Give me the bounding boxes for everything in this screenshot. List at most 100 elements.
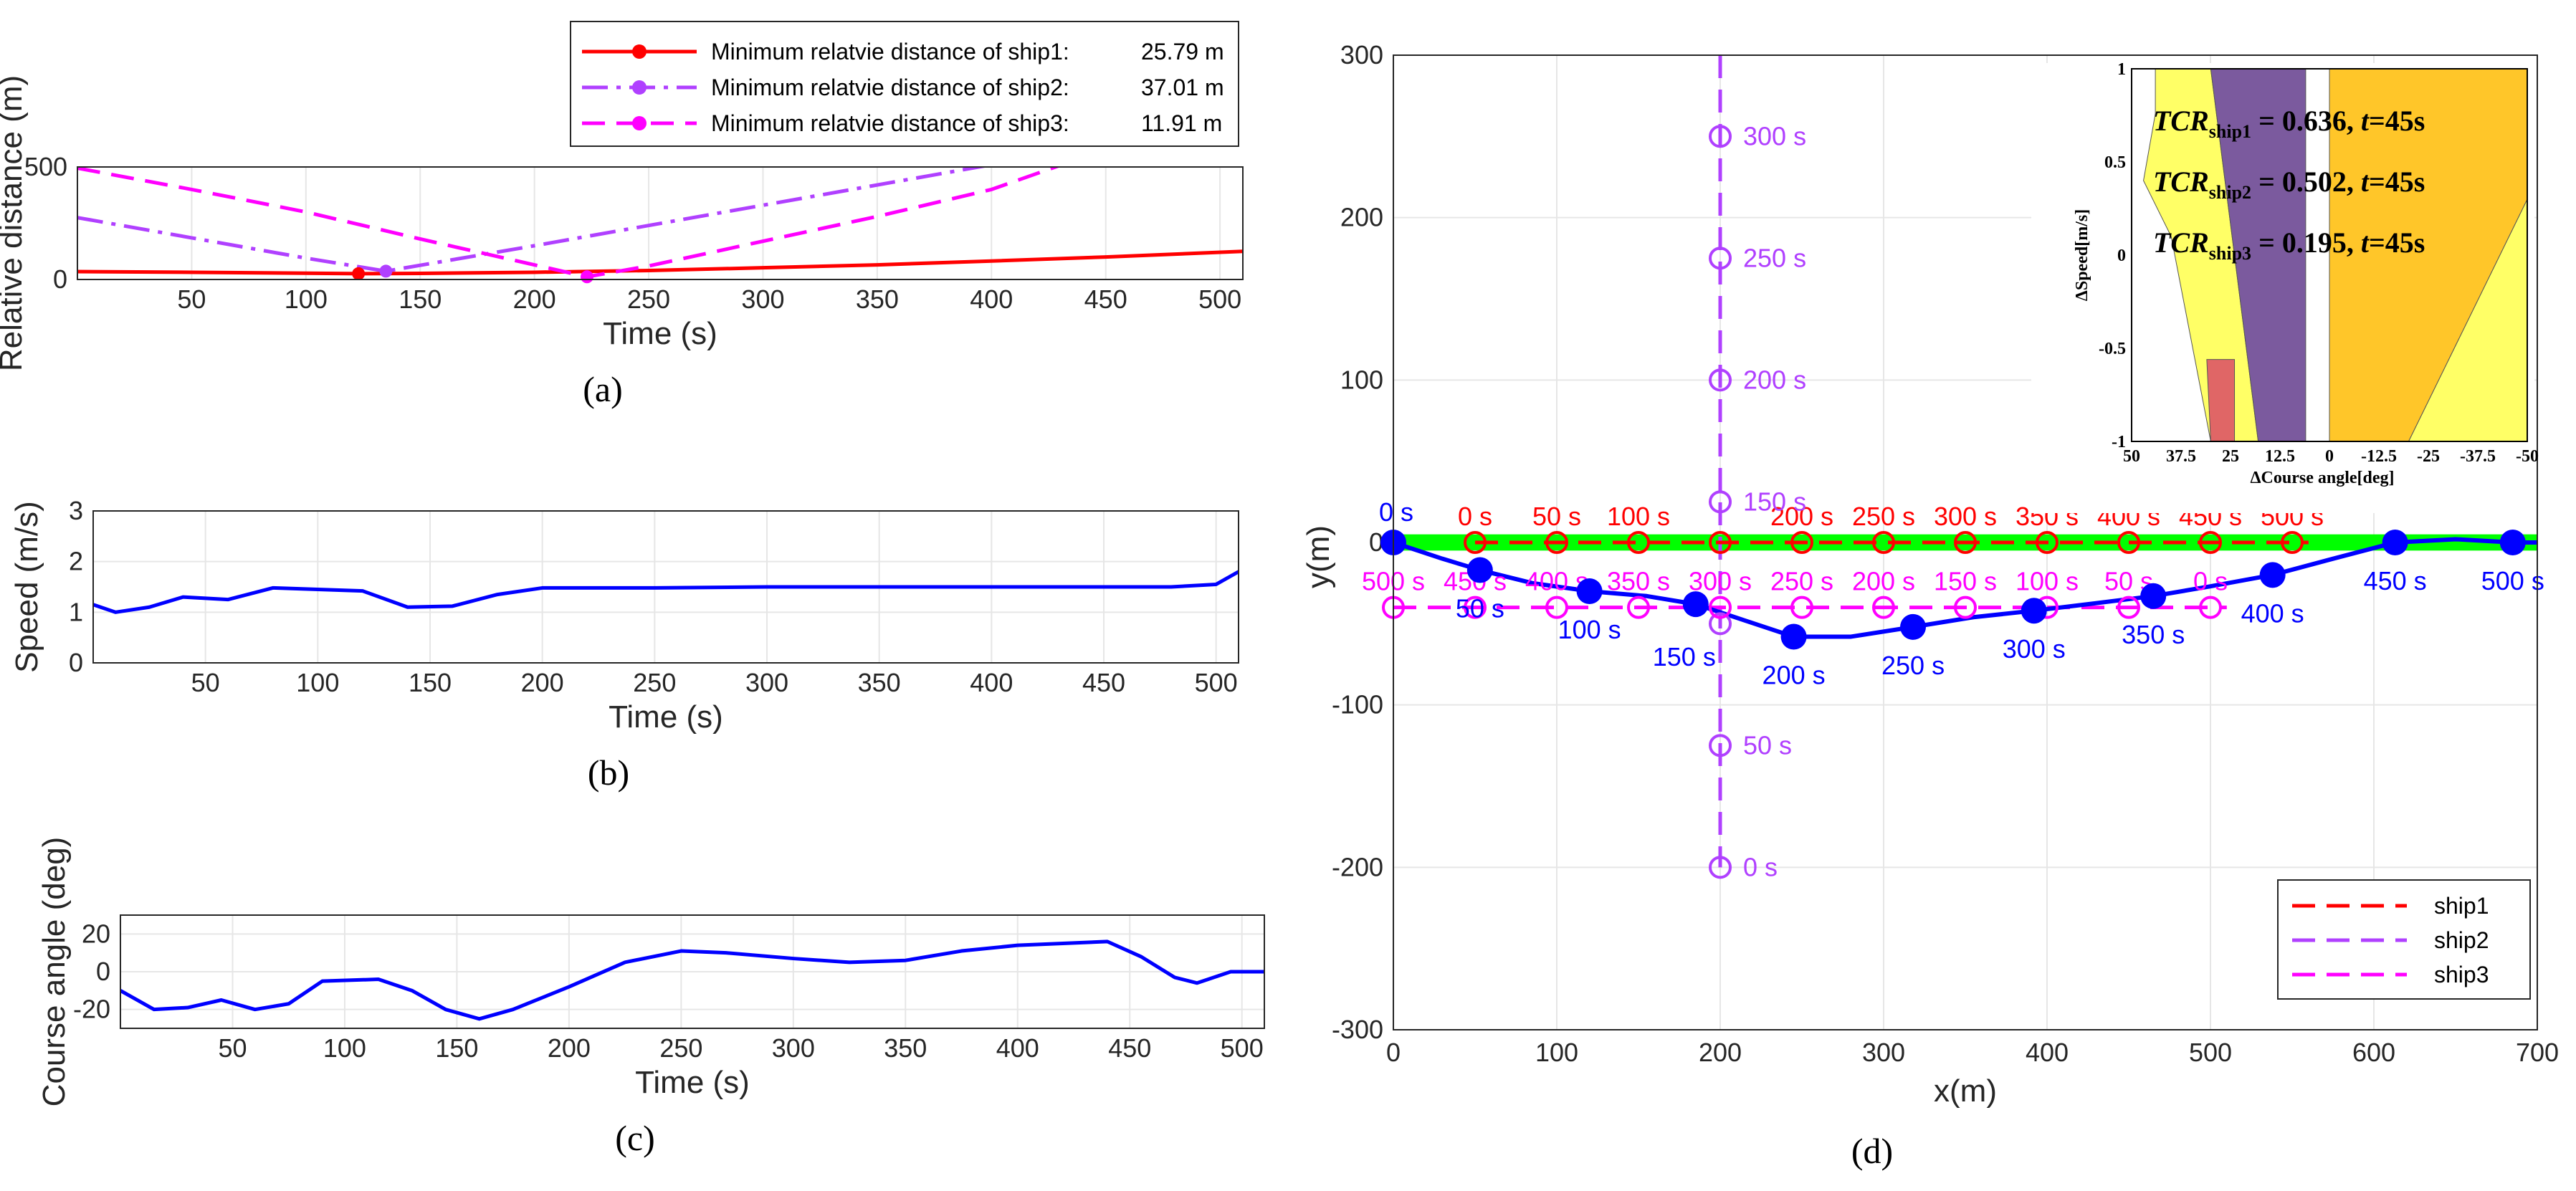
y-tick-label: -300 [1332, 1015, 1383, 1044]
ship2-marker [1709, 368, 1732, 392]
own-ship-time-label: 50 s [1456, 594, 1504, 623]
ship1-marker [1709, 531, 1732, 554]
ship1-marker [2199, 531, 2222, 554]
plot-frame [77, 166, 1244, 280]
ship1-marker [2117, 531, 2140, 554]
x-tick-label: 350 [884, 1033, 927, 1063]
own-ship-time-label: 450 s [2364, 566, 2427, 596]
panel-label: (c) [615, 1118, 655, 1158]
plot-frame [92, 510, 1239, 664]
own-ship-marker [1682, 591, 1709, 618]
inset-y-tick-label: 1 [2117, 60, 2126, 79]
legend-label-1: Minimum relatvie distance of ship1: [711, 39, 1069, 64]
own-ship-marker [2499, 530, 2526, 555]
own-ship-time-label: 400 s [2241, 598, 2304, 628]
ship1-time-label: 0 s [1458, 502, 1492, 531]
own-ship-marker [1466, 557, 1493, 583]
inset-y-tick-label: -1 [2112, 433, 2126, 451]
y-tick-label: 0 [53, 264, 67, 294]
x-tick-label: 350 [858, 668, 901, 697]
series-line-1 [77, 249, 1243, 276]
ship3-time-label: 300 s [1689, 567, 1752, 596]
legend-label-ship1: ship1 [2434, 893, 2489, 919]
ship2-time-label: 150 s [1743, 487, 1806, 516]
x-tick-label: 200 [548, 1033, 591, 1063]
inset-y-tick-label: 0.5 [2104, 153, 2126, 172]
x-tick-label: 450 [1084, 284, 1127, 314]
x-tick-label: 100 [296, 668, 339, 697]
ship1-marker [1464, 531, 1487, 554]
ship3-time-label: 350 s [1607, 567, 1670, 596]
own-ship-marker [1576, 578, 1603, 604]
series-line-1 [120, 939, 1264, 1021]
y-tick-label: 2 [69, 547, 83, 576]
own-ship-path [1393, 537, 2537, 639]
inset-x-tick-label: 12.5 [2265, 447, 2295, 466]
inset-frame [2131, 68, 2528, 442]
own-ship-marker [2140, 583, 2167, 609]
ship3-marker [1627, 596, 1650, 619]
inset-x-tick-label: 50 [2123, 447, 2140, 466]
ship3-time-label: 150 s [1934, 567, 1997, 596]
x-tick-label: 300 [745, 668, 788, 697]
ship2-marker [1709, 490, 1732, 514]
inset-x-tick-label: -50 [2516, 447, 2539, 466]
inset-region-overlap [2206, 359, 2236, 441]
ship1-time-label: 100 s [1607, 502, 1670, 531]
inset-x-tick-label: 25 [2222, 447, 2239, 466]
y-tick-label: 300 [1340, 40, 1383, 70]
inset-y-tick-label: -0.5 [2099, 340, 2126, 358]
ship3-time-label: 250 s [1770, 567, 1833, 596]
legend-value-1: 25.79 m [1141, 39, 1224, 64]
x-tick-label: 500 [1221, 1033, 1264, 1063]
x-tick-label: 500 [2189, 1038, 2232, 1067]
ship1-marker [1954, 531, 1977, 554]
y-tick-label: 500 [24, 152, 67, 181]
inset-x-axis-label: ΔCourse angle[deg] [2250, 469, 2394, 487]
y-axis-label: Course angle (deg) [37, 837, 72, 1107]
ship1-marker [1627, 531, 1650, 554]
ship1-marker [1790, 531, 1813, 554]
own-ship-marker [2382, 530, 2408, 555]
own-ship-time-label: 150 s [1653, 642, 1716, 671]
ship1-time-label: 250 s [1852, 502, 1915, 531]
panel-label: (b) [588, 752, 629, 793]
x-tick-label: 250 [659, 1033, 702, 1063]
own-ship-time-label: 0 s [1379, 497, 1413, 527]
x-tick-label: 100 [1535, 1038, 1578, 1067]
y-axis-label: Relative distance (m) [0, 75, 29, 371]
inset-y-tick-label: 0 [2117, 247, 2126, 265]
tcr-annotation-ship2: TCRship2 = 0.502, t=45s [2153, 166, 2425, 203]
ship3-marker [2117, 596, 2140, 619]
own-ship-time-label: 100 s [1558, 615, 1621, 644]
ship3-time-label: 0 s [2193, 567, 2228, 596]
x-tick-label: 300 [1862, 1038, 1905, 1067]
legend-box [2277, 879, 2531, 1000]
legend-marker-2 [632, 80, 647, 95]
x-tick-label: 50 [177, 284, 206, 314]
ship1-marker [2036, 531, 2059, 554]
x-tick-label: 250 [627, 284, 670, 314]
min-point-marker-3 [580, 270, 593, 284]
panel-a-relative-distance-chart: 50 100 150 200 250 300 350 400 450 500 0 500 Time (s… [0, 21, 1244, 409]
y-axis-label: Speed (m/s) [9, 501, 44, 673]
inset-y-axis-label: ΔSpeed[m/s] [2073, 209, 2091, 301]
ship3-marker [1954, 596, 1977, 619]
own-ship-time-label: 250 s [1881, 651, 1945, 680]
x-tick-label: 150 [399, 284, 442, 314]
tcr-annotation-ship1: TCRship1 = 0.636, t=45s [2153, 105, 2425, 142]
x-tick-label: 400 [970, 284, 1013, 314]
min-point-marker-1 [352, 267, 366, 280]
ship1-marker [1545, 531, 1568, 554]
x-tick-label: 500 [1198, 284, 1241, 314]
x-tick-label: 400 [996, 1033, 1039, 1063]
ship3-marker [1545, 596, 1568, 619]
inset-regions [2132, 69, 2527, 441]
ship2-time-label: 250 s [1743, 243, 1806, 272]
x-tick-label: 400 [2026, 1038, 2069, 1067]
y-tick-label: 1 [69, 597, 83, 626]
x-axis-label: x(m) [1934, 1073, 1997, 1109]
own-ship-marker [1900, 613, 1927, 640]
legend-label-ship3: ship3 [2434, 962, 2489, 987]
